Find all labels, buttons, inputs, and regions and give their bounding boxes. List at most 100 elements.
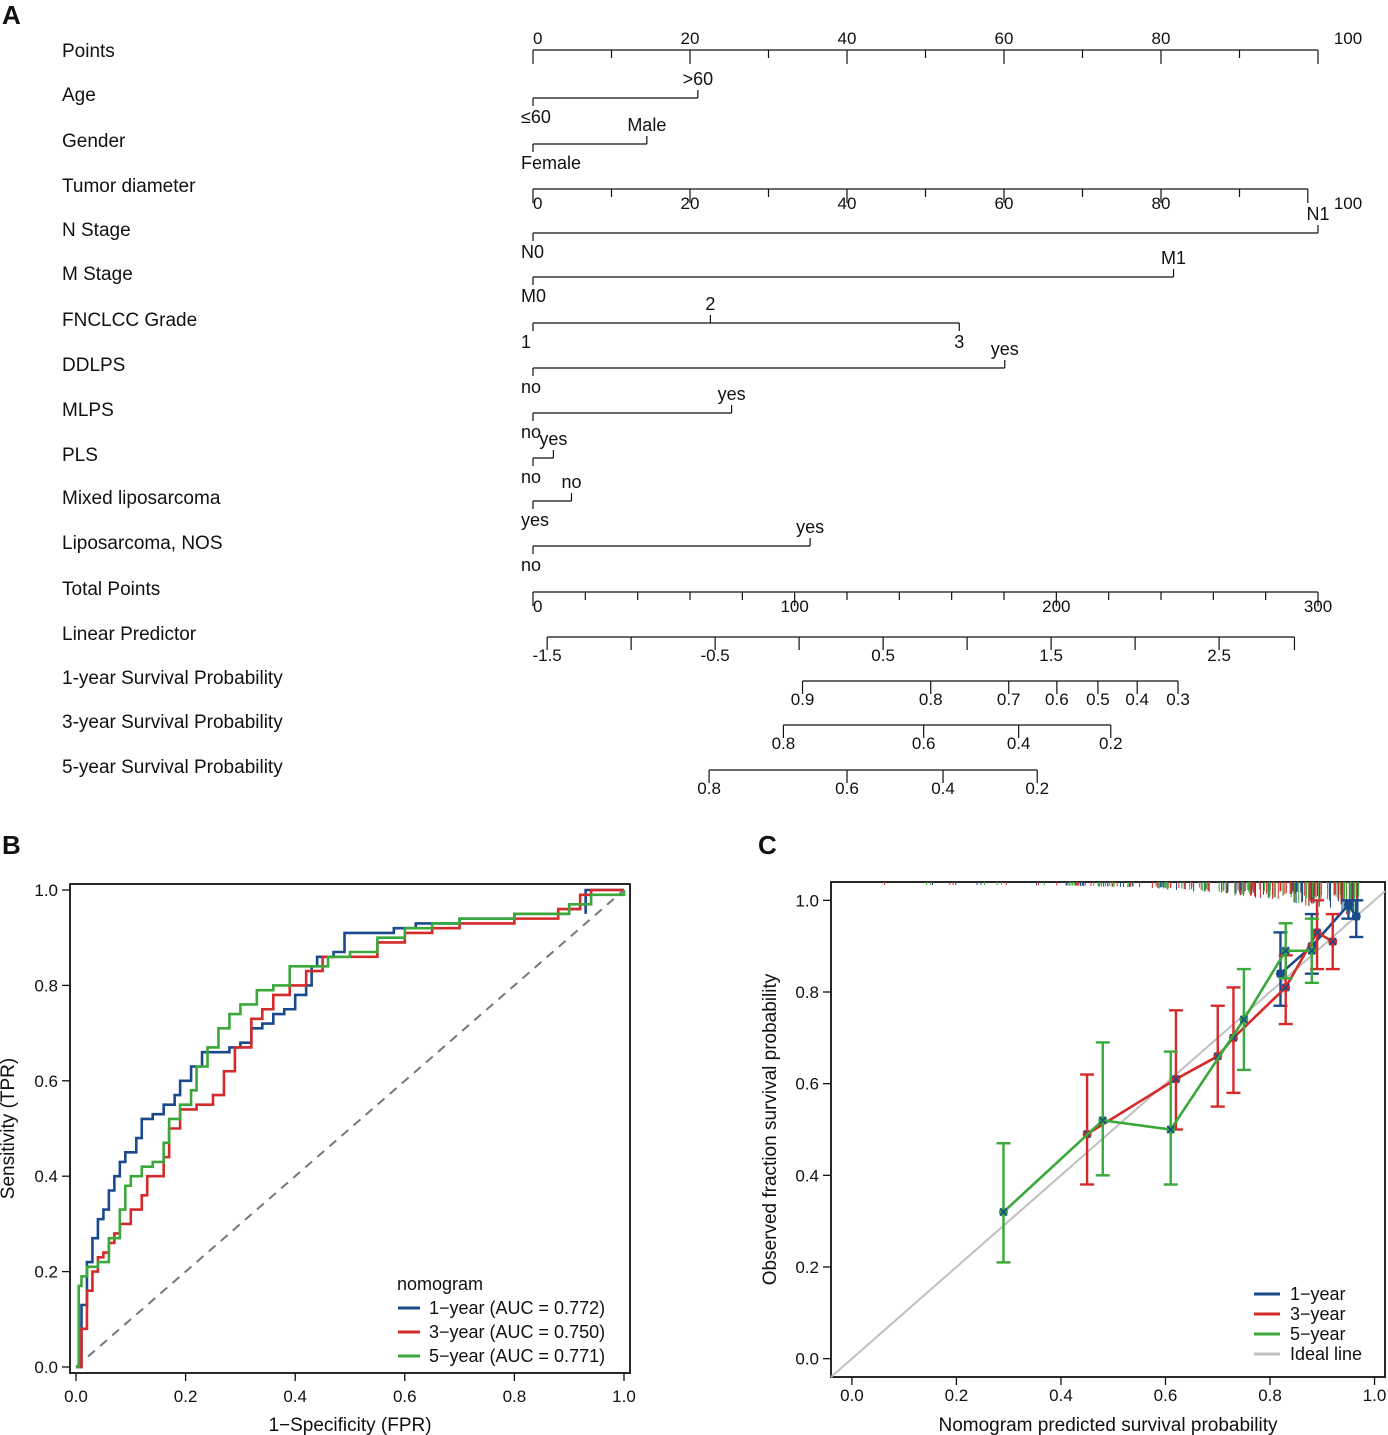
axis-label-tumor-diameter: 0 <box>533 194 542 213</box>
axis-label-points: 60 <box>995 29 1014 48</box>
axis-label-tumor-diameter: 100 <box>1334 194 1362 213</box>
scale-label-1-year-survival-probability: 0.9 <box>791 690 815 709</box>
level-label-mixed-liposarcoma: no <box>561 472 581 492</box>
cal-point-cross <box>1312 928 1322 937</box>
row-label-3-year-survival-probability: 3-year Survival Probability <box>62 712 283 733</box>
roc-xtick-label: 0.2 <box>174 1387 198 1406</box>
scale-label-3-year-survival-probability: 0.8 <box>772 734 796 753</box>
row-label-total-points: Total Points <box>62 579 160 600</box>
roc-xtick-label: 0.6 <box>393 1387 417 1406</box>
cal-point-cross <box>1328 937 1337 946</box>
scale-label-linear-predictor: 1.5 <box>1039 646 1063 665</box>
row-label-mlps: MLPS <box>62 400 114 421</box>
cal-point-cross <box>999 1207 1008 1217</box>
level-label-m-stage: M1 <box>1161 248 1186 268</box>
row-label-age: Age <box>62 85 96 106</box>
axis-label-points: 20 <box>681 29 700 48</box>
level-label-mlps: no <box>521 422 541 442</box>
axis-label-total-points: 200 <box>1042 597 1070 616</box>
roc-curve-3 <box>76 890 626 1369</box>
roc-ytick-label: 0.8 <box>34 976 58 995</box>
level-label-ddlps: yes <box>991 339 1019 359</box>
cal-point-cross <box>1281 946 1290 955</box>
scale-label-linear-predictor: -0.5 <box>700 646 729 665</box>
row-label-fnclcc-grade: FNCLCC Grade <box>62 310 197 331</box>
scale-label-1-year-survival-probability: 0.5 <box>1086 690 1110 709</box>
row-label-m-stage: M Stage <box>62 264 133 285</box>
scale-label-5-year-survival-probability: 0.2 <box>1025 779 1049 798</box>
cal-xtick-label: 0.2 <box>945 1386 969 1405</box>
cal-ytick-label: 0.4 <box>795 1166 819 1185</box>
level-label-fnclcc-grade: 2 <box>705 294 715 314</box>
level-label-n-stage: N1 <box>1306 204 1329 224</box>
roc-legend-label: 5−year (AUC = 0.771) <box>429 1346 605 1366</box>
cal-ideal-line <box>830 890 1386 1378</box>
scale-label-3-year-survival-probability: 0.6 <box>912 734 936 753</box>
row-label-tumor-diameter: Tumor diameter <box>62 176 196 197</box>
cal-line-3 <box>1002 949 1312 1213</box>
cal-point-cross <box>1344 900 1353 909</box>
scale-label-5-year-survival-probability: 0.6 <box>835 779 859 798</box>
level-label-mixed-liposarcoma: yes <box>521 510 549 530</box>
row-label-mixed-liposarcoma: Mixed liposarcoma <box>62 488 221 509</box>
cal-ylabel: Observed fraction survival probability <box>760 973 781 1285</box>
roc-xtick-label: 0.4 <box>283 1387 307 1406</box>
axis-label-tumor-diameter: 80 <box>1152 194 1171 213</box>
cal-ytick-label: 0.6 <box>795 1075 819 1094</box>
level-label-mlps: yes <box>718 384 746 404</box>
cal-xlabel: Nomogram predicted survival probability <box>939 1415 1278 1435</box>
roc-xlabel: 1−Specificity (FPR) <box>268 1415 431 1435</box>
cal-point-cross <box>1307 946 1316 955</box>
cal-legend-label: 1−year <box>1290 1284 1346 1304</box>
axis-label-points: 80 <box>1152 29 1171 48</box>
axis-label-points: 100 <box>1334 29 1362 48</box>
panel-a-label: A <box>2 0 21 30</box>
roc-curve-1 <box>76 888 624 1369</box>
scale-label-1-year-survival-probability: 0.7 <box>997 690 1021 709</box>
cal-legend-label: 3−year <box>1290 1304 1346 1324</box>
cal-ytick-label: 0.8 <box>795 983 819 1002</box>
level-label-liposarcoma-nos: no <box>521 555 541 575</box>
calibration-chart: 0.0 0.2 0.4 0.6 0.8 1.0 0.0 0.2 0.4 0.6 0.8 1.0 Nomo… <box>760 881 1387 1435</box>
axis-label-points: 40 <box>838 29 857 48</box>
cal-xtick-label: 0.8 <box>1258 1386 1282 1405</box>
axis-label-tumor-diameter: 20 <box>681 194 700 213</box>
cal-point-cross <box>1281 983 1290 992</box>
roc-legend-label: 3−year (AUC = 0.750) <box>429 1322 605 1342</box>
roc-xtick-label: 0.8 <box>503 1387 527 1406</box>
roc-ytick-label: 0.4 <box>34 1167 58 1186</box>
roc-diagonal <box>75 889 625 1368</box>
cal-xtick-label: 1.0 <box>1363 1386 1387 1405</box>
row-label-gender: Gender <box>62 131 126 152</box>
cal-xtick-label: 0.6 <box>1154 1386 1178 1405</box>
roc-ytick-label: 0.2 <box>34 1263 58 1282</box>
roc-legend-label: 1−year (AUC = 0.772) <box>429 1298 605 1318</box>
cal-xtick-label: 0.4 <box>1049 1386 1073 1405</box>
row-label-linear-predictor: Linear Predictor <box>62 624 197 645</box>
panel-c-label: C <box>758 830 777 860</box>
cal-point-cross <box>1276 969 1285 978</box>
roc-ytick-label: 0.0 <box>34 1358 58 1377</box>
level-label-gender: Female <box>521 153 581 173</box>
row-label-points: Points <box>62 41 115 62</box>
axis-label-tumor-diameter: 60 <box>995 194 1014 213</box>
roc-ytick-label: 0.6 <box>34 1072 58 1091</box>
scale-label-linear-predictor: -1.5 <box>532 646 561 665</box>
scale-label-linear-predictor: 2.5 <box>1207 646 1231 665</box>
roc-ylabel: Sensitivity (TPR) <box>0 1058 19 1199</box>
cal-legend-label: Ideal line <box>1290 1344 1362 1364</box>
scale-label-1-year-survival-probability: 0.3 <box>1166 690 1190 709</box>
scale-label-3-year-survival-probability: 0.2 <box>1099 734 1123 753</box>
roc-chart: 0.0 0.2 0.4 0.6 0.8 1.0 0.0 0.2 0.4 0.6 0.8 1.0 1−Sp… <box>0 881 636 1435</box>
row-label-ddlps: DDLPS <box>62 355 125 376</box>
scale-label-5-year-survival-probability: 0.8 <box>697 779 721 798</box>
roc-ytick-label: 1.0 <box>34 881 58 900</box>
row-label-5-year-survival-probability: 5-year Survival Probability <box>62 757 283 778</box>
roc-legend-title: nomogram <box>397 1274 483 1294</box>
cal-line-1 <box>1279 902 1358 975</box>
cal-legend-label: 5−year <box>1290 1324 1346 1344</box>
scale-label-3-year-survival-probability: 0.4 <box>1007 734 1031 753</box>
roc-xtick-label: 0.0 <box>64 1387 88 1406</box>
level-label-fnclcc-grade: 3 <box>954 332 964 352</box>
